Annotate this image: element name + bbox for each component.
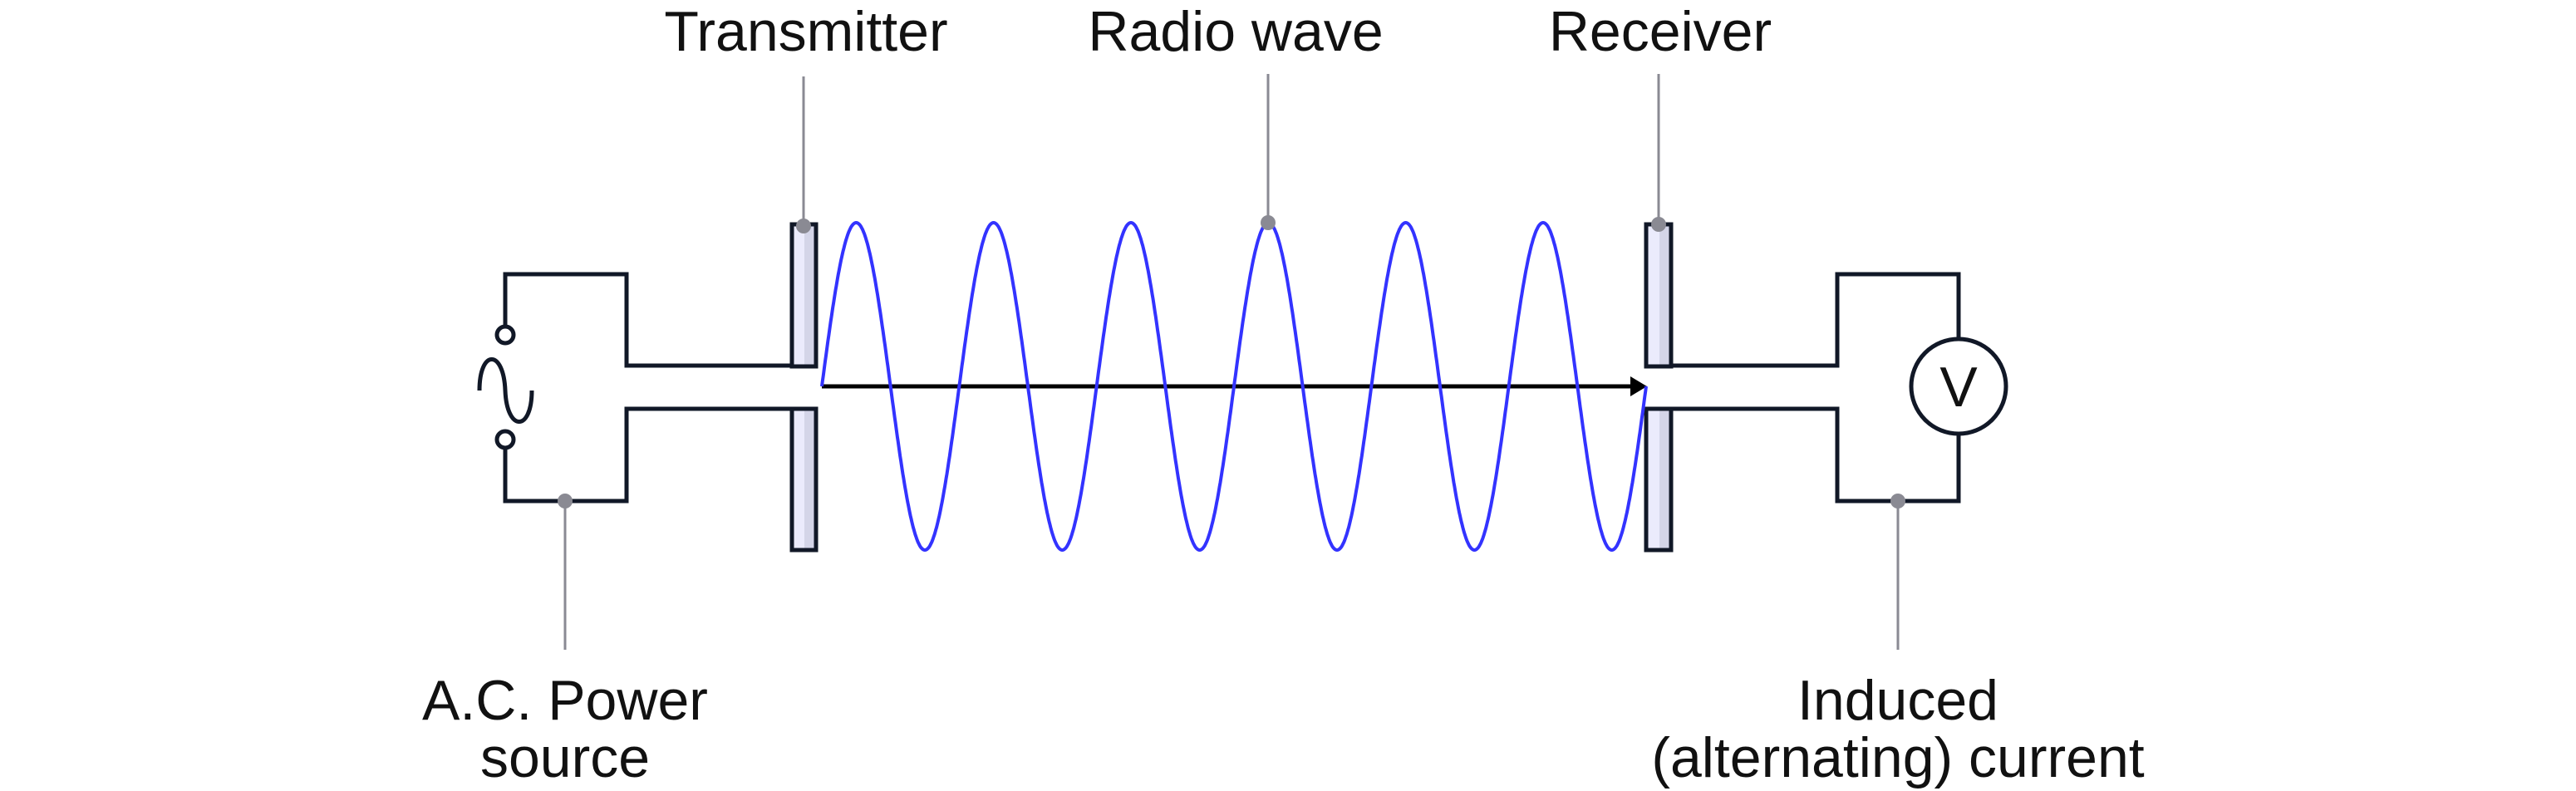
- label-induced-line2: (alternating) current: [1651, 726, 2144, 789]
- label-induced-line1: Induced: [1797, 669, 1998, 732]
- propagation-arrow: [822, 376, 1647, 396]
- label-radio-wave: Radio wave: [1088, 0, 1383, 63]
- leader-lines: [558, 74, 1905, 650]
- label-ac-source-line2: source: [480, 726, 650, 789]
- receiver-circuit: V: [1671, 272, 2008, 504]
- ac-source-circuit: [477, 272, 792, 504]
- radio-wave-sine: [820, 220, 1648, 553]
- voltmeter-icon: [1909, 337, 2008, 436]
- transmitter-antenna: [789, 222, 819, 553]
- label-receiver: Receiver: [1549, 0, 1772, 63]
- terminal-top: [494, 324, 516, 346]
- voltmeter-label: V: [1939, 356, 1978, 419]
- label-transmitter: Transmitter: [664, 0, 947, 63]
- terminal-bottom: [494, 429, 516, 450]
- ac-sine-icon: [477, 357, 534, 424]
- label-ac-source-line1: A.C. Power: [422, 669, 708, 732]
- receiver-antenna: [1644, 222, 1674, 553]
